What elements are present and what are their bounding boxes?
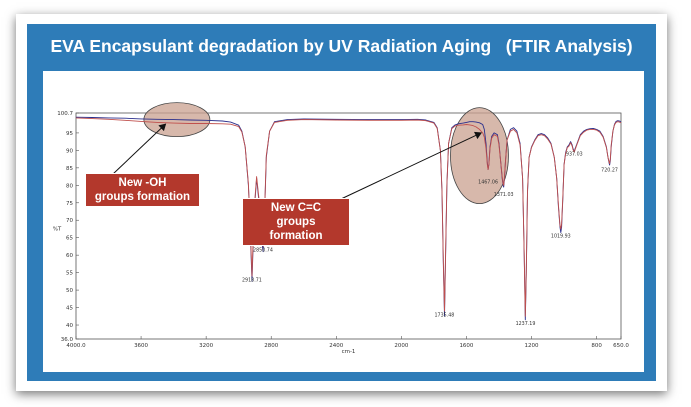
x-tick-label: 1200 — [525, 343, 539, 349]
x-tick-label: 1600 — [459, 343, 473, 349]
y-tick-label: 95 — [66, 131, 73, 137]
y-tick-label: 36.0 — [61, 337, 74, 343]
x-tick-label: 800 — [591, 343, 602, 349]
peak-label: 1371.03 — [494, 192, 514, 198]
y-axis-label: %T — [53, 227, 62, 233]
y-tick-label: 65 — [66, 236, 73, 242]
x-axis-label: cm-1 — [342, 349, 356, 355]
cc-callout-arrow — [340, 131, 482, 200]
slide: EVA Encapsulant degradation by UV Radiat… — [27, 24, 656, 381]
y-tick-label: 55 — [66, 271, 73, 277]
y-tick-label: 75 — [66, 201, 73, 207]
chart-panel: 100.7 95 90 85 80 75 70 65 60 55 50 45 40 36.0 4000.0 3… — [43, 71, 644, 372]
callout-cc-groups: New C=C groups formation — [242, 198, 350, 246]
y-tick-label: 85 — [66, 166, 73, 172]
callout-oh-groups: New -OH groups formation — [85, 173, 200, 207]
x-tick-label: 4000.0 — [66, 343, 86, 349]
x-tick-label: 2400 — [329, 343, 343, 349]
slide-title: EVA Encapsulant degradation by UV Radiat… — [50, 36, 633, 56]
peak-label: 720.27 — [601, 167, 618, 173]
y-tick-label: 45 — [66, 306, 73, 312]
oh-callout-arrow — [112, 123, 167, 175]
x-tick-label: 2000 — [394, 343, 408, 349]
x-tick-label: 2800 — [264, 343, 278, 349]
x-tick-label: 650.0 — [613, 343, 629, 349]
peak-label: 1237.19 — [516, 321, 536, 327]
peak-label: 2850.74 — [253, 248, 273, 254]
y-tick-label: 50 — [66, 288, 73, 294]
cc-region-highlight — [450, 107, 509, 205]
x-tick-label: 3200 — [199, 343, 213, 349]
y-tick-label: 60 — [66, 253, 73, 259]
peak-label: 1735.48 — [434, 312, 454, 318]
y-tick-label: 40 — [66, 323, 73, 329]
peak-label: 937.03 — [566, 152, 583, 158]
peak-label: 1019.93 — [551, 234, 571, 240]
y-tick-label: 90 — [66, 148, 73, 154]
peak-label: 1467.06 — [478, 180, 498, 186]
y-tick-label: 80 — [66, 183, 73, 189]
plot-area-frame — [75, 112, 622, 340]
x-tick-label: 3600 — [134, 343, 148, 349]
slide-frame: EVA Encapsulant degradation by UV Radiat… — [16, 14, 667, 391]
y-tick-label: 70 — [66, 218, 73, 224]
peak-label: 2918.71 — [242, 277, 262, 283]
y-tick-label: 100.7 — [57, 111, 73, 117]
